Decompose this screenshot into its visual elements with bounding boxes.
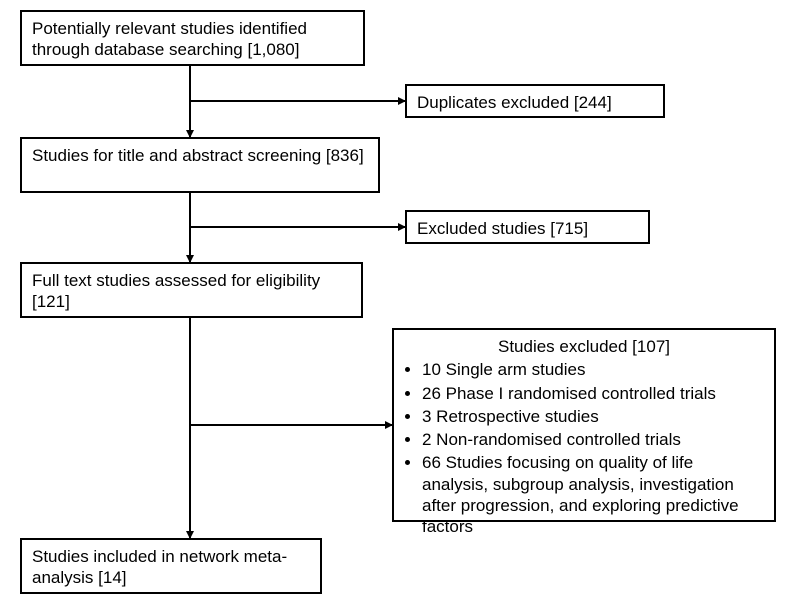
node-duplicates-excluded: Duplicates excluded [244] bbox=[405, 84, 665, 118]
node-excluded-715: Excluded studies [715] bbox=[405, 210, 650, 244]
node-fulltext: Full text studies assessed for eligibili… bbox=[20, 262, 363, 318]
list-item: 3 Retrospective studies bbox=[422, 406, 764, 427]
list-item: 2 Non-randomised controlled trials bbox=[422, 429, 764, 450]
node-excluded-107-headline: Studies excluded [107] bbox=[404, 336, 764, 357]
list-item: 10 Single arm studies bbox=[422, 359, 764, 380]
list-item: 66 Studies focusing on quality of life a… bbox=[422, 452, 764, 537]
flowchart-canvas: Potentially relevant studies identified … bbox=[0, 0, 788, 603]
node-fulltext-text: Full text studies assessed for eligibili… bbox=[32, 271, 320, 311]
node-identified-text: Potentially relevant studies identified … bbox=[32, 19, 307, 59]
node-excluded-715-text: Excluded studies [715] bbox=[417, 219, 588, 238]
node-included-text: Studies included in network meta-analysi… bbox=[32, 547, 287, 587]
node-screening-text: Studies for title and abstract screening… bbox=[32, 146, 364, 165]
node-duplicates-excluded-text: Duplicates excluded [244] bbox=[417, 93, 612, 112]
node-screening: Studies for title and abstract screening… bbox=[20, 137, 380, 193]
node-excluded-107: Studies excluded [107] 10 Single arm stu… bbox=[392, 328, 776, 522]
node-included: Studies included in network meta-analysi… bbox=[20, 538, 322, 594]
node-identified: Potentially relevant studies identified … bbox=[20, 10, 365, 66]
node-excluded-107-list: 10 Single arm studies 26 Phase I randomi… bbox=[404, 359, 764, 537]
list-item: 26 Phase I randomised controlled trials bbox=[422, 383, 764, 404]
